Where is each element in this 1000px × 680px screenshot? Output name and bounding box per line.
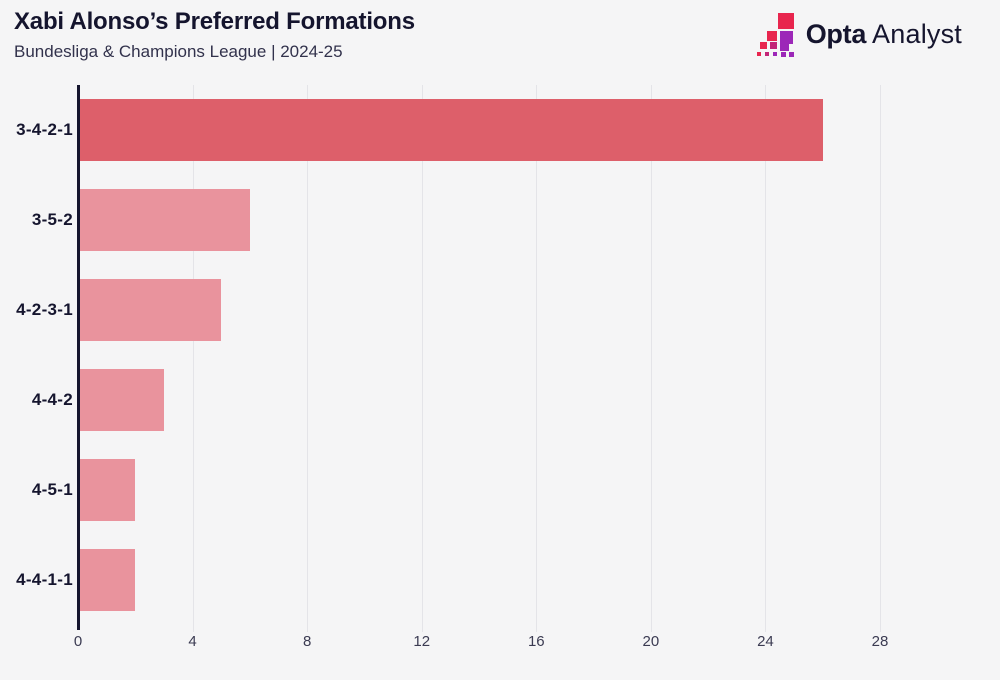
y-axis-line — [77, 85, 80, 630]
plot-area: 0 4 8 12 16 20 24 28 — [74, 85, 888, 650]
logo-text-opta: Opta — [805, 18, 867, 49]
y-label-3-5-2: 3-5-2 — [31, 210, 73, 229]
opta-analyst-logo: Opta Analyst — [756, 10, 962, 58]
bar-4-4-1-1 — [78, 549, 136, 611]
x-tick-label-8: 8 — [302, 633, 312, 650]
logo-wordmark: Opta Analyst — [806, 19, 962, 50]
gridline-x-16 — [536, 85, 538, 632]
bar-4-4-2 — [78, 369, 164, 431]
logo-square-6 — [756, 52, 761, 56]
logo-square-8 — [772, 52, 777, 56]
bar-3-4-2-1 — [78, 99, 823, 161]
logo-text-analyst: Analyst — [872, 18, 962, 49]
logo-square-7 — [764, 52, 769, 56]
page-subtitle: Bundesliga & Champions League | 2024-25 — [14, 42, 343, 61]
logo-square-9 — [780, 52, 786, 57]
bar-3-5-2 — [78, 189, 250, 251]
gridline-x-28 — [880, 85, 881, 632]
bar-4-2-3-1 — [78, 279, 222, 341]
gridline-x-24 — [765, 85, 767, 632]
logo-square-4 — [769, 42, 777, 49]
y-axis-labels: 3-4-2-1 3-5-2 4-2-3-1 4-4-2 4-5-1 4-4-1-1 — [0, 85, 73, 625]
y-label-4-4-2: 4-4-2 — [31, 390, 73, 409]
page-title: Xabi Alonso’s Preferred Formations — [14, 8, 415, 35]
y-label-3-4-2-1: 3-4-2-1 — [16, 120, 73, 139]
gridline-x-12 — [421, 85, 423, 632]
bar-4-5-1 — [78, 459, 136, 521]
gridline-x-8 — [307, 85, 309, 632]
x-tick-label-20: 20 — [642, 633, 660, 650]
y-label-4-4-1-1: 4-4-1-1 — [16, 570, 73, 589]
gridline-x-4 — [192, 85, 194, 632]
logo-square-3 — [759, 42, 767, 49]
y-label-4-5-1: 4-5-1 — [31, 480, 73, 499]
gridline-x-20 — [650, 85, 652, 632]
x-tick-label-4: 4 — [188, 633, 197, 650]
logo-square-2 — [779, 31, 793, 44]
x-tick-label-24: 24 — [757, 633, 774, 650]
logo-square-0 — [777, 13, 794, 29]
logo-square-10 — [788, 52, 794, 57]
opta-stairs-icon — [756, 10, 798, 58]
y-label-4-2-3-1: 4-2-3-1 — [16, 300, 73, 319]
x-tick-label-12: 12 — [413, 633, 431, 650]
x-tick-label-0: 0 — [73, 633, 83, 650]
logo-square-1 — [766, 31, 777, 41]
x-tick-label-16: 16 — [527, 633, 545, 650]
x-tick-label-28: 28 — [871, 633, 889, 650]
logo-square-5 — [779, 42, 789, 51]
